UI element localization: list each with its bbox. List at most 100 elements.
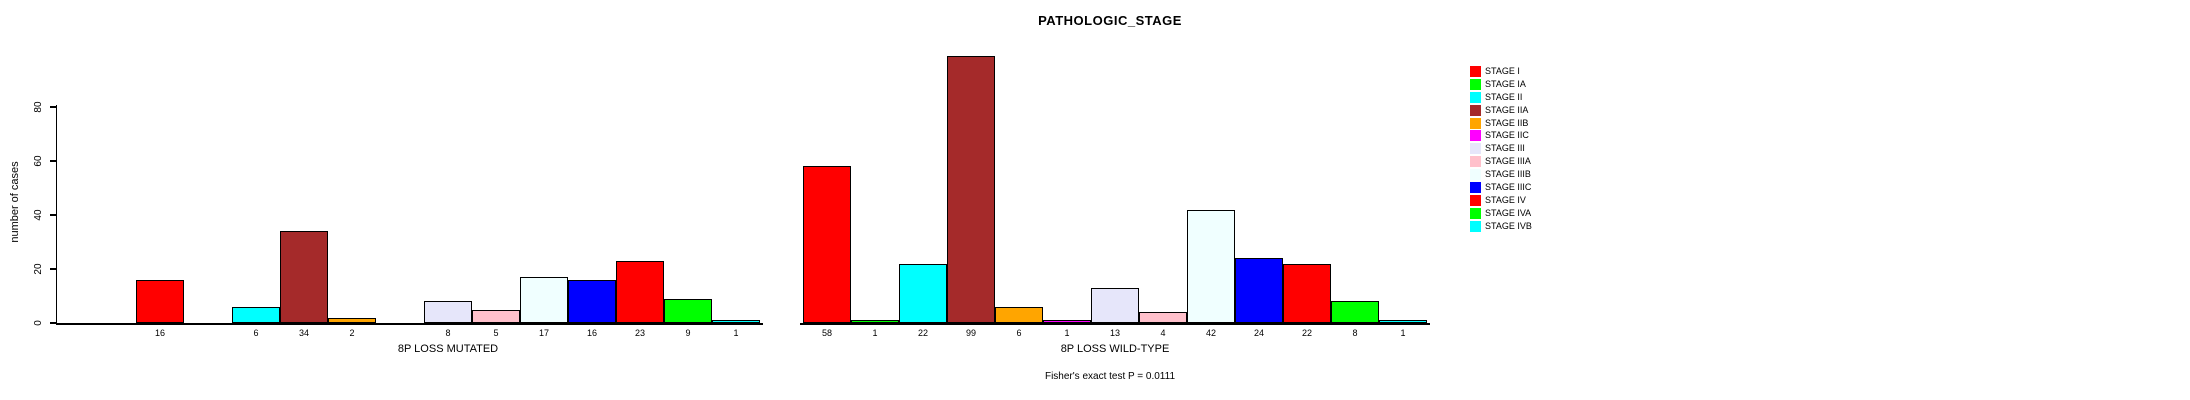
bar-value-label: 34: [298, 328, 309, 338]
x-axis-baseline: [55, 323, 763, 325]
y-axis-label: number of cases: [9, 161, 21, 243]
bar-stage-iv: [616, 260, 664, 323]
fisher-test-annotation: Fisher's exact test P = 0.0111: [1044, 371, 1176, 382]
bar-stage-ia: [851, 320, 899, 323]
bar-stage-ivb: [1379, 320, 1427, 323]
bar-value-label: 4: [1160, 328, 1166, 338]
bar-stage-iiib: [1187, 209, 1235, 323]
legend-item: STAGE IA: [1470, 78, 1532, 91]
legend-swatch: [1470, 207, 1481, 219]
legend-item: STAGE IIIB: [1470, 168, 1532, 181]
legend-item-label: STAGE IVA: [1485, 207, 1532, 218]
bar-stage-iiia: [472, 309, 520, 323]
bar-value-label: 13: [1109, 328, 1120, 338]
y-tick-label: 40: [33, 209, 44, 221]
bar-value-label: 8: [445, 328, 451, 338]
legend-item: STAGE IIIA: [1470, 155, 1532, 168]
y-tick-mark: [50, 160, 56, 162]
legend-swatch: [1470, 117, 1481, 129]
legend-item-label: STAGE IIC: [1485, 130, 1529, 141]
bar-stage-iic: [1043, 320, 1091, 323]
y-tick-label: 60: [33, 155, 44, 167]
legend-item: STAGE IIIC: [1470, 181, 1532, 194]
bar-stage-iii: [1091, 287, 1139, 323]
legend-item-label: STAGE IIA: [1485, 104, 1529, 115]
legend-swatch: [1470, 169, 1481, 181]
bar-value-label: 1: [1064, 328, 1070, 338]
legend-item-label: STAGE II: [1485, 91, 1523, 102]
bar-value-label: 58: [821, 328, 832, 338]
bar-stage-i: [136, 279, 184, 323]
bar-stage-iiic: [1235, 258, 1283, 323]
legend-item: STAGE III: [1470, 142, 1532, 155]
bar-value-label: 23: [634, 328, 645, 338]
bar-value-label: 42: [1205, 328, 1216, 338]
bar-value-label: 16: [154, 328, 165, 338]
legend-item-label: STAGE III: [1485, 143, 1525, 154]
y-tick-label: 0: [33, 320, 44, 326]
legend-item: STAGE IV: [1470, 194, 1532, 207]
bar-value-label: 17: [538, 328, 549, 338]
legend-item: STAGE I: [1470, 65, 1532, 78]
legend-item-label: STAGE IV: [1485, 194, 1526, 205]
y-tick-mark: [50, 106, 56, 108]
bar-stage-iia: [947, 55, 995, 323]
bar-value-label: 5: [493, 328, 499, 338]
legend-item: STAGE IIC: [1470, 129, 1532, 142]
bar-stage-iva: [664, 298, 712, 323]
bar-value-label: 16: [586, 328, 597, 338]
legend-swatch: [1470, 91, 1481, 103]
legend-swatch: [1470, 130, 1481, 142]
legend-item: STAGE IIA: [1470, 104, 1532, 117]
y-tick-label: 80: [33, 101, 44, 113]
bar-value-label: 24: [1253, 328, 1264, 338]
legend-swatch: [1470, 181, 1481, 193]
bar-value-label: 9: [685, 328, 691, 338]
bar-value-label: 1: [872, 328, 878, 338]
bar-stage-i: [803, 166, 851, 323]
bar-stage-iiic: [568, 279, 616, 323]
legend-item: STAGE IIB: [1470, 117, 1532, 130]
legend-swatch: [1470, 65, 1481, 77]
legend: STAGE I STAGE IA STAGE II STAGE IIA STAGE II…: [1470, 65, 1532, 233]
legend-swatch: [1470, 220, 1481, 232]
legend-item: STAGE IVB: [1470, 220, 1532, 233]
bar-value-label: 8: [1352, 328, 1358, 338]
bar-stage-iii: [424, 301, 472, 323]
bar-stage-iib: [328, 317, 376, 323]
legend-item-label: STAGE IIIA: [1485, 156, 1531, 167]
bar-stage-iia: [280, 231, 328, 323]
y-tick-mark: [50, 268, 56, 270]
bar-value-label: 1: [733, 328, 739, 338]
bar-stage-iva: [1331, 301, 1379, 323]
legend-item-label: STAGE IIIC: [1485, 181, 1532, 192]
legend-swatch: [1470, 194, 1481, 206]
bar-value-label: 22: [917, 328, 928, 338]
legend-swatch: [1470, 78, 1481, 90]
bar-stage-ii: [232, 306, 280, 323]
bar-stage-iiib: [520, 277, 568, 323]
legend-item-label: STAGE IIIB: [1485, 169, 1531, 180]
bar-stage-iiia: [1139, 312, 1187, 323]
x-axis-baseline: [800, 323, 1430, 325]
legend-item: STAGE IVA: [1470, 207, 1532, 220]
y-tick-label: 20: [33, 263, 44, 275]
legend-swatch: [1470, 104, 1481, 116]
y-tick-mark: [50, 322, 56, 324]
chart-title: PATHOLOGIC_STAGE: [1038, 13, 1182, 28]
legend-item-label: STAGE I: [1485, 65, 1520, 76]
bar-stage-ivb: [712, 320, 760, 323]
bar-value-label: 22: [1301, 328, 1312, 338]
legend-item-label: STAGE IA: [1485, 78, 1526, 89]
bar-stage-iv: [1283, 263, 1331, 323]
legend-item-label: STAGE IIB: [1485, 117, 1529, 128]
x-axis-group-label: 8P LOSS WILD-TYPE: [1060, 343, 1170, 355]
legend-swatch: [1470, 156, 1481, 168]
bar-value-label: 1: [1400, 328, 1406, 338]
legend-swatch: [1470, 143, 1481, 155]
bar-value-label: 99: [965, 328, 976, 338]
bar-stage-iib: [995, 306, 1043, 323]
bar-value-label: 6: [1016, 328, 1022, 338]
bar-stage-ii: [899, 263, 947, 323]
